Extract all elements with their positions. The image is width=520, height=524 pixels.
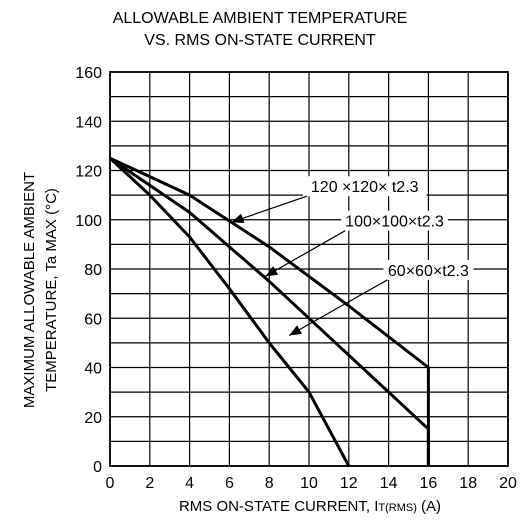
x-axis-label-subscript: T(RMS) [378, 502, 417, 514]
x-tick-label-9: 18 [459, 475, 477, 492]
y-tick-label-8: 160 [75, 65, 102, 82]
x-tick-label-4: 8 [265, 475, 274, 492]
y-tick-label-0: 0 [93, 459, 102, 476]
y-axis-label-line-2: TEMPERATURE, Ta MAX (°C) [43, 188, 60, 392]
series-line-2 [108, 157, 351, 467]
x-tick-label-0: 0 [106, 475, 115, 492]
y-tick-label-3: 60 [84, 311, 102, 328]
x-tick-label-2: 4 [185, 475, 194, 492]
x-tick-label-6: 12 [340, 475, 358, 492]
y-tick-label-2: 40 [84, 361, 102, 378]
series-label-0: 120 ×120× t2.3 [311, 179, 419, 196]
x-tick-label-3: 6 [225, 475, 234, 492]
x-axis-label: RMS ON-STATE CURRENT, IT(RMS) (A) [110, 498, 510, 515]
x-axis-label-main: RMS ON-STATE CURRENT, I [178, 498, 379, 515]
x-tick-label-5: 10 [300, 475, 318, 492]
series-arrowhead-1 [265, 266, 279, 277]
series-annotations: 120 ×120× t2.3 100×100×t2.3 60×60×t2.3 [231, 176, 474, 337]
series-label-bg-1 [341, 210, 448, 231]
y-tick-label-4: 80 [84, 262, 102, 279]
series-label-bg-0 [302, 176, 427, 197]
x-tick-label-1: 2 [145, 475, 154, 492]
series-arrow-line-2 [288, 279, 388, 337]
chart-title-line-1: ALLOWABLE AMBIENT TEMPERATURE [112, 10, 408, 27]
x-axis-label-unit: (A) [416, 498, 442, 515]
x-tick-label-8: 16 [420, 475, 438, 492]
grid [109, 71, 509, 467]
series-arrowhead-0 [231, 213, 245, 224]
series-line-1 [109, 156, 430, 466]
x-tick-label-7: 14 [380, 475, 398, 492]
series-arrowhead-2 [289, 325, 303, 336]
y-tick-label-1: 20 [84, 410, 102, 427]
series-arrow-line-0 [231, 195, 308, 223]
chart-title-line-2: VS. RMS ON-STATE CURRENT [144, 32, 376, 49]
x-tick-label-10: 20 [499, 475, 517, 492]
series-label-2: 60×60×t2.3 [388, 263, 469, 280]
y-tick-label-7: 140 [75, 114, 102, 131]
series-arrow-line-1 [264, 230, 346, 277]
y-axis-label: MAXIMUM ALLOWABLE AMBIENT TEMPERATURE, T… [21, 172, 60, 408]
series-label-1: 100×100×t2.3 [345, 214, 444, 231]
series-line-0 [109, 156, 430, 466]
plot-frame [109, 71, 509, 467]
y-axis-label-line-1: MAXIMUM ALLOWABLE AMBIENT [21, 172, 38, 408]
tick-labels: 0 2 4 6 8 10 12 14 16 18 20 0 20 40 60 80 100 120 140 160 [75, 65, 517, 492]
series-label-bg-2 [383, 259, 474, 280]
y-tick-label-6: 120 [75, 164, 102, 181]
y-tick-label-5: 100 [75, 213, 102, 230]
series-lines [108, 156, 430, 467]
